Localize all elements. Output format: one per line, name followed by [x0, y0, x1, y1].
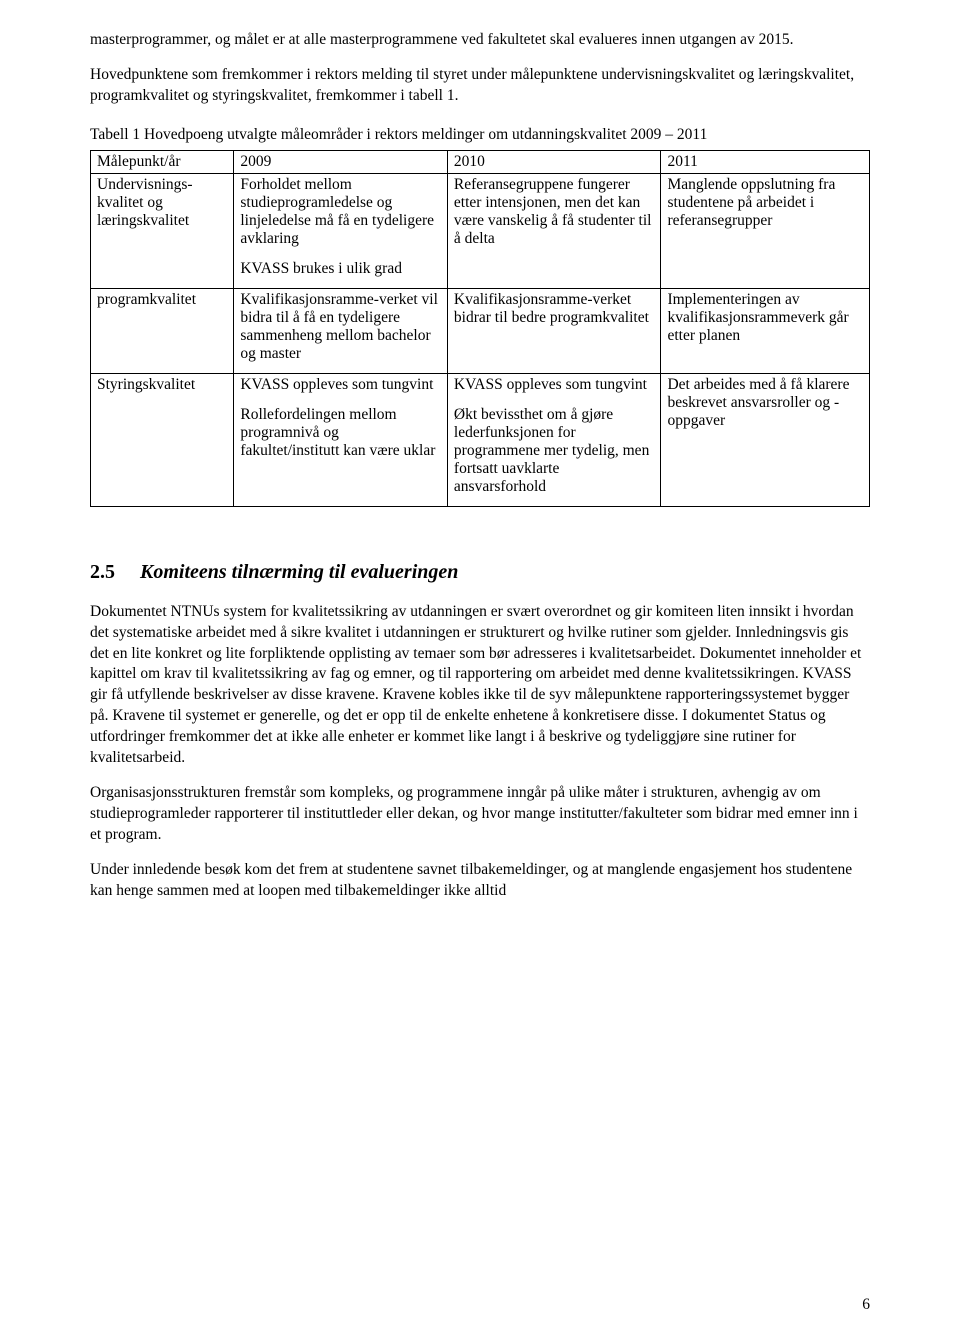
row3-2009: KVASS oppleves som tungvint Rollefordeli…	[234, 373, 448, 506]
section-number: 2.5	[90, 561, 140, 584]
section-heading: 2.5Komiteens tilnærming til evalueringen	[90, 561, 870, 584]
section-paragraph-1: Dokumentet NTNUs system for kvalitetssik…	[90, 602, 870, 769]
row3-2011: Det arbeides med å få klarere beskrevet …	[661, 373, 870, 506]
page-number: 6	[862, 1296, 870, 1314]
row2-label: programkvalitet	[91, 288, 234, 373]
header-2010: 2010	[447, 150, 661, 173]
intro-paragraph-2: Hovedpunktene som fremkommer i rektors m…	[90, 65, 870, 107]
table-row: Styringskvalitet KVASS oppleves som tung…	[91, 373, 870, 506]
row3-label: Styringskvalitet	[91, 373, 234, 506]
header-2011: 2011	[661, 150, 870, 173]
row3-2010: KVASS oppleves som tungvint Økt bevissth…	[447, 373, 661, 506]
row3-2009b: Rollefordelingen mellom programnivå og f…	[240, 406, 441, 460]
section-paragraph-2: Organisasjonsstrukturen fremstår som kom…	[90, 783, 870, 846]
row2-2009: Kvalifikasjonsramme-verket vil bidra til…	[234, 288, 448, 373]
row1-2011: Manglende oppslutning fra studentene på …	[661, 173, 870, 288]
table-row: programkvalitet Kvalifikasjonsramme-verk…	[91, 288, 870, 373]
row1-2009a: Forholdet mellom studieprogramledelse og…	[240, 176, 441, 248]
row1-2009: Forholdet mellom studieprogramledelse og…	[234, 173, 448, 288]
row1-2010: Referansegruppene fungerer etter intensj…	[447, 173, 661, 288]
row1-2009b: KVASS brukes i ulik grad	[240, 260, 441, 278]
row3-2010b: Økt bevissthet om å gjøre lederfunksjone…	[454, 406, 655, 496]
row3-2009a: KVASS oppleves som tungvint	[240, 376, 441, 394]
table-row: Undervisnings-kvalitet og læringskvalite…	[91, 173, 870, 288]
section-paragraph-3: Under innledende besøk kom det frem at s…	[90, 860, 870, 902]
row1-label: Undervisnings-kvalitet og læringskvalite…	[91, 173, 234, 288]
row2-2011: Implementeringen av kvalifikasjonsrammev…	[661, 288, 870, 373]
row2-2010: Kvalifikasjonsramme-verket bidrar til be…	[447, 288, 661, 373]
table-header-row: Målepunkt/år 2009 2010 2011	[91, 150, 870, 173]
main-table: Målepunkt/år 2009 2010 2011 Undervisning…	[90, 150, 870, 507]
header-malepunkt: Målepunkt/år	[91, 150, 234, 173]
header-2009: 2009	[234, 150, 448, 173]
section-title: Komiteens tilnærming til evalueringen	[140, 561, 458, 583]
row3-2010a: KVASS oppleves som tungvint	[454, 376, 655, 394]
intro-paragraph-1: masterprogrammer, og målet er at alle ma…	[90, 30, 870, 51]
table-caption: Tabell 1 Hovedpoeng utvalgte måleområder…	[90, 125, 870, 146]
